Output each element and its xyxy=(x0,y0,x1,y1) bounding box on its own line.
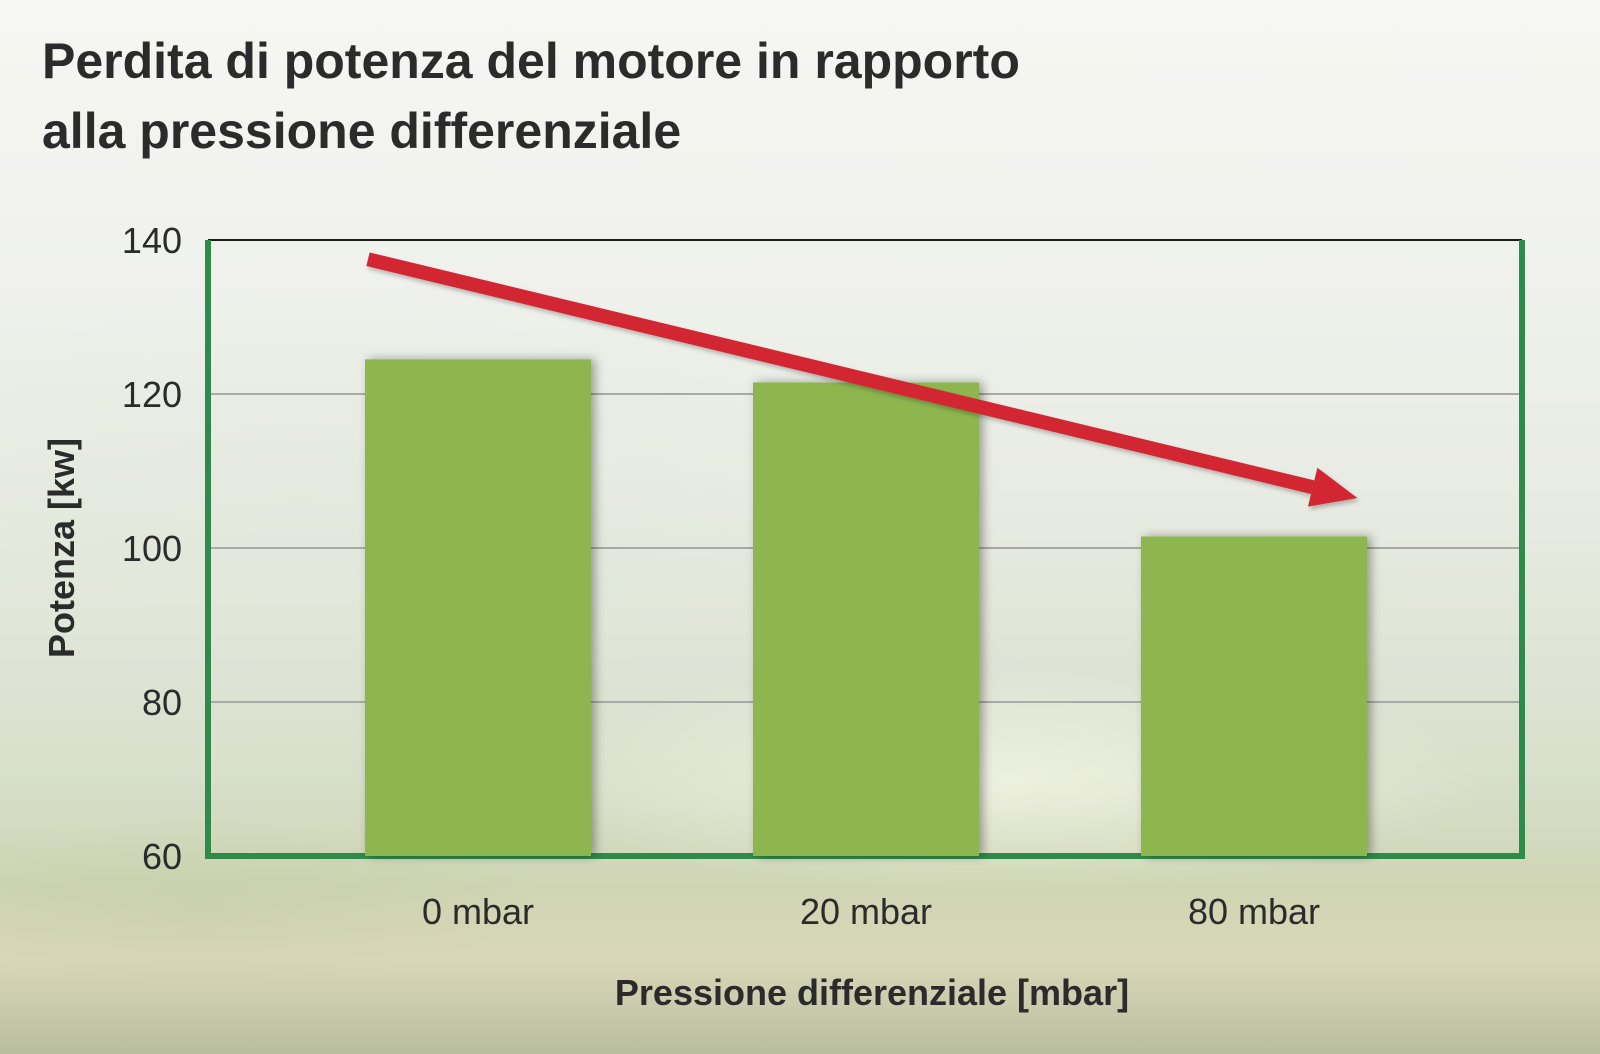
bar-1 xyxy=(753,382,979,856)
chart-title: Perdita di potenza del motore in rapport… xyxy=(42,26,1342,166)
x-tick-label-1: 20 mbar xyxy=(800,891,932,932)
chart-title-line-1: Perdita di potenza del motore in rapport… xyxy=(42,33,1020,89)
x-tick-labels: 0 mbar 20 mbar 80 mbar xyxy=(422,891,1320,932)
y-tick-label-120: 120 xyxy=(122,374,182,415)
trend-arrow-head xyxy=(1307,467,1358,507)
y-tick-label-60: 60 xyxy=(142,836,182,877)
y-tick-labels: 60 80 100 120 140 xyxy=(122,220,182,877)
x-axis-title: Pressione differenziale [mbar] xyxy=(615,972,1129,1013)
x-tick-label-0: 0 mbar xyxy=(422,891,534,932)
trend-arrow-shaft xyxy=(366,252,1315,494)
y-tick-label-80: 80 xyxy=(142,682,182,723)
y-tick-label-140: 140 xyxy=(122,220,182,261)
chart-title-line-2: alla pressione differenziale xyxy=(42,103,682,159)
x-tick-label-2: 80 mbar xyxy=(1188,891,1320,932)
bars xyxy=(365,359,1367,856)
bar-2 xyxy=(1141,536,1367,856)
trend-arrow xyxy=(366,252,1358,507)
bar-0 xyxy=(365,359,591,856)
y-tick-label-100: 100 xyxy=(122,528,182,569)
y-axis-title: Potenza [kw] xyxy=(41,438,82,658)
